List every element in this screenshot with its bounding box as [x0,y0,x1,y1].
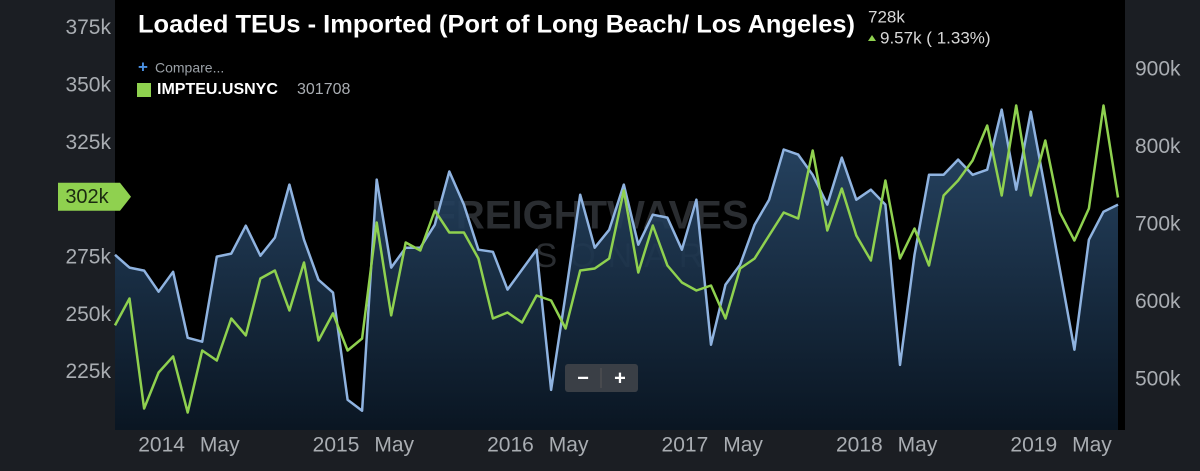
y2-tick-label: 900k [1135,58,1181,81]
x-tick-label: 2019 [1010,434,1057,457]
x-tick-label: 2015 [313,434,360,457]
y-tick-label: 375k [65,16,111,39]
value-marker [58,182,131,211]
zoom-in[interactable]: + [614,367,626,389]
x-tick-label: May [1072,434,1112,457]
zoom-out[interactable]: − [577,367,589,389]
area [115,109,1118,430]
y2-tick-label: 800k [1135,135,1181,158]
x-tick-label: May [898,434,938,457]
x-tick-label: 2016 [487,434,534,457]
y2-tick-label: 500k [1135,368,1181,391]
x-tick-label: May [549,434,589,457]
legend-swatch [137,83,151,97]
x-tick-label: May [200,434,240,457]
y-tick-label: 350k [65,74,111,97]
x-tick-label: May [723,434,763,457]
chart-title: Loaded TEUs - Imported (Port of Long Bea… [138,11,855,39]
change-value: 9.57k ( 1.33%) [880,28,991,47]
compare-plus[interactable]: + [138,57,148,76]
y-tick-label: 250k [65,303,111,326]
legend-label: IMPTEU.USNYC [157,81,278,98]
current-value: 728k [868,7,905,26]
line [114,108,1119,412]
value-marker-label: 302k [65,186,109,208]
legend-value: 301708 [297,81,350,98]
x-tick-label: May [374,434,414,457]
x-tick-label: 2018 [836,434,883,457]
y-tick-label: 275k [65,246,111,269]
compare-link[interactable]: Compare... [155,60,224,76]
y-tick-label: 325k [65,131,111,154]
up-arrow [868,35,876,41]
x-tick-label: 2014 [138,434,185,457]
y2-tick-label: 600k [1135,290,1181,313]
line [113,104,1120,414]
x-tick-label: 2017 [662,434,709,457]
y-tick-label: 225k [65,360,111,383]
y2-tick-label: 700k [1135,213,1181,236]
